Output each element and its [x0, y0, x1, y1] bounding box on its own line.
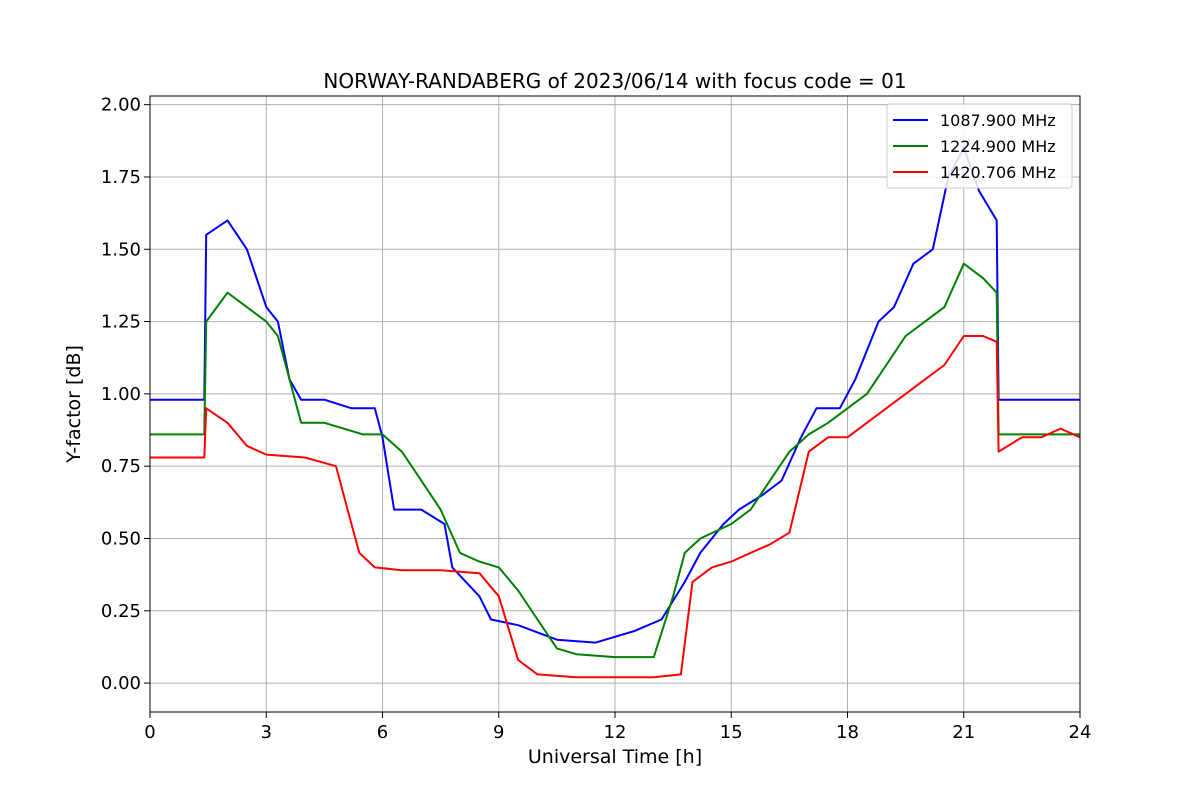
y-tick-label: 0.00 [101, 673, 141, 694]
legend-label: 1420.706 MHz [940, 163, 1056, 182]
series-1420-line [150, 335, 1081, 679]
y-tick-label: 1.75 [101, 167, 141, 188]
y-tick-label: 0.25 [101, 601, 141, 622]
legend-box [886, 103, 1073, 189]
x-tick-label: 0 [144, 722, 155, 743]
y-tick-label: 1.00 [101, 384, 141, 405]
series-1224-line [150, 262, 1080, 659]
x-tick-label: 15 [720, 722, 743, 743]
y-tick-label: 1.25 [101, 312, 141, 333]
x-ticks: 0 3 6 9 12 15 18 21 24 [144, 712, 1091, 743]
x-tick-label: 3 [261, 722, 272, 743]
legend-label: 1224.900 MHz [940, 137, 1056, 156]
legend-label: 1087.900 MHz [940, 111, 1056, 130]
y-tick-label: 2.00 [101, 95, 141, 116]
chart-title: NORWAY-RANDABERG of 2023/06/14 with focu… [323, 69, 906, 93]
y-tick-label: 1.50 [101, 239, 141, 260]
x-tick-label: 6 [377, 722, 388, 743]
y-tick-label: 0.50 [101, 528, 141, 549]
x-tick-label: 9 [493, 722, 504, 743]
y-axis-label: Y-factor [dB] [63, 345, 85, 464]
x-tick-label: 12 [604, 722, 627, 743]
x-tick-label: 18 [836, 722, 859, 743]
series-group [150, 147, 1081, 679]
x-axis-label: Universal Time [h] [528, 746, 702, 768]
y-ticks: 0.00 0.25 0.50 0.75 1.00 1.25 1.50 1.75 2.00 [101, 95, 150, 694]
x-tick-label: 24 [1069, 722, 1092, 743]
y-tick-label: 0.75 [101, 456, 141, 477]
series-1087-line [150, 147, 1080, 644]
x-tick-label: 21 [952, 722, 975, 743]
legend: 1087.900 MHz 1224.900 MHz 1420.706 MHz [886, 103, 1073, 189]
